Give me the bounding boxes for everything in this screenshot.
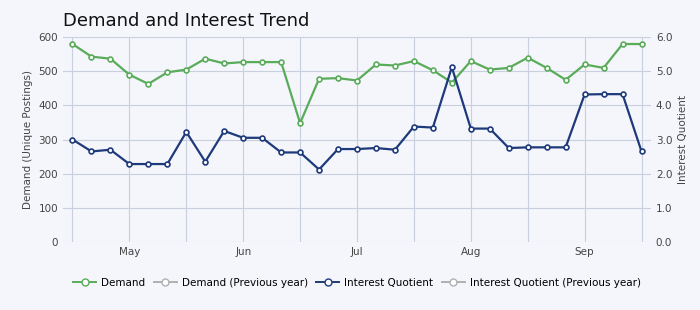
Y-axis label: Demand (Unique Postings): Demand (Unique Postings) <box>23 70 33 209</box>
Text: Demand and Interest Trend: Demand and Interest Trend <box>63 12 309 30</box>
Legend: Demand, Demand (Previous year), Interest Quotient, Interest Quotient (Previous y: Demand, Demand (Previous year), Interest… <box>69 274 645 292</box>
Y-axis label: Interest Quotient: Interest Quotient <box>678 95 688 184</box>
